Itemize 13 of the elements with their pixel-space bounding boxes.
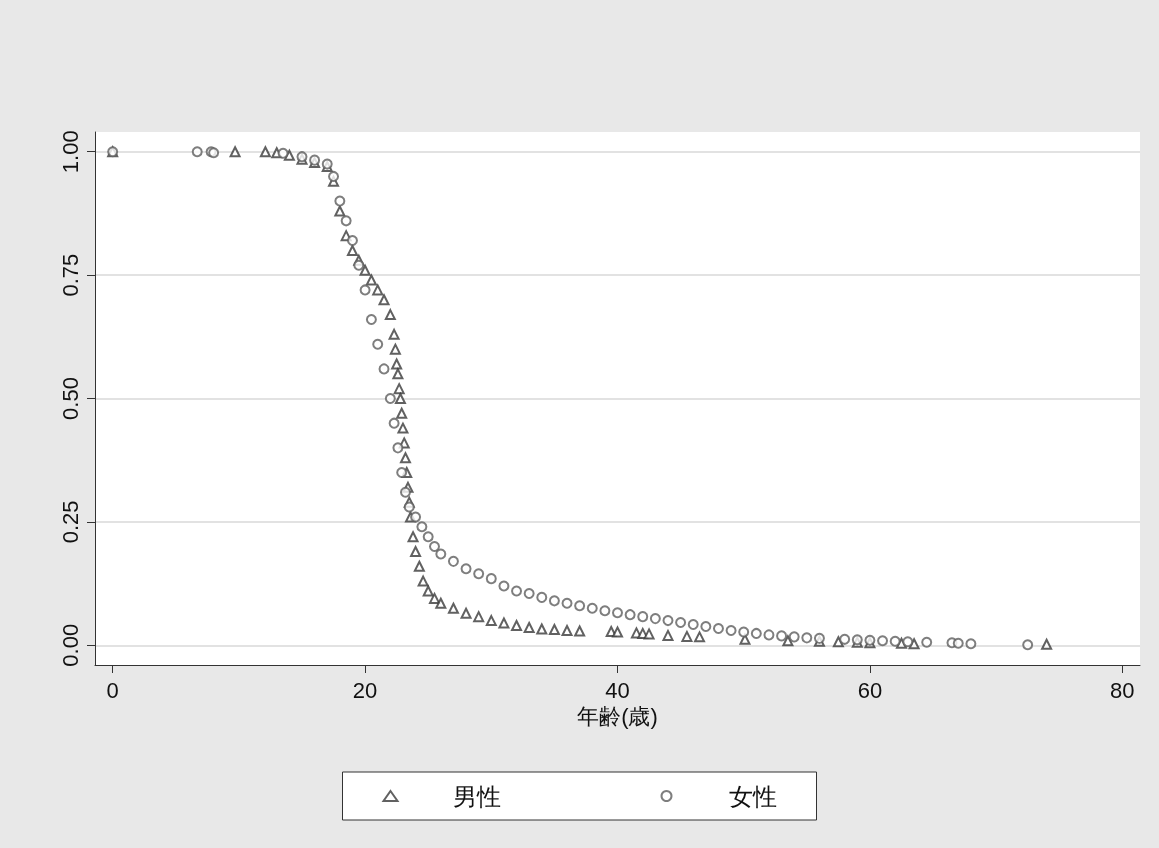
y-tick-label: 0.25 (57, 500, 83, 544)
x-tick-label: 20 (352, 677, 378, 703)
x-tick-label: 60 (857, 677, 883, 703)
y-tick-label: 0.75 (57, 253, 83, 297)
x-tick-label: 40 (605, 677, 630, 703)
legend-label: 女性 (728, 782, 777, 810)
y-tick-label: 0.50 (57, 377, 83, 420)
x-axis-title: 年齢(歳) (577, 704, 658, 730)
legend-label: 男性 (452, 782, 501, 810)
x-tick-label: 0 (106, 677, 119, 703)
y-tick-label: 1.00 (57, 130, 83, 174)
x-tick-label: 80 (1110, 677, 1135, 703)
y-tick-label: 0.00 (57, 623, 83, 667)
